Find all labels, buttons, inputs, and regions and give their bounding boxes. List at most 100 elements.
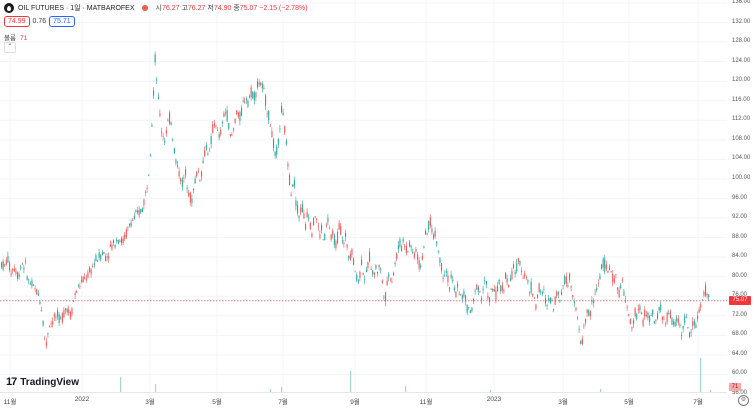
candle-body (388, 274, 390, 278)
candle-body (1, 262, 3, 268)
candle-body (508, 284, 510, 287)
volume-legend[interactable]: 볼륨 71 (4, 32, 27, 42)
candle-body (522, 277, 524, 279)
candle-body (21, 263, 23, 265)
candle-body (674, 322, 676, 327)
oil-drop-icon (4, 3, 14, 13)
candle-body (9, 262, 11, 270)
candle-body (623, 291, 625, 296)
candle-body (121, 238, 123, 244)
candle-body (545, 298, 547, 304)
price-chart[interactable] (0, 0, 727, 392)
volume-bar (120, 377, 122, 392)
candle-body (97, 260, 99, 262)
tradingview-logo[interactable]: 17 TradingView (6, 376, 79, 388)
last-price-label: 75.07 (729, 296, 751, 306)
candle-body (324, 233, 326, 240)
candle-body (169, 112, 171, 124)
candle-body (55, 316, 57, 318)
candle-body (634, 308, 636, 317)
candle-body (221, 122, 223, 123)
candle-body (401, 246, 403, 252)
candle-body (330, 234, 332, 240)
candle-body (663, 318, 665, 320)
candle-body (41, 310, 43, 312)
candle-body (220, 130, 222, 135)
price-axis[interactable] (727, 0, 754, 392)
candle-body (197, 171, 199, 172)
brand-name: TradingView (20, 376, 79, 388)
candle-body (77, 284, 79, 286)
candle-body (628, 314, 630, 316)
candle-body (509, 278, 511, 281)
buy-button[interactable]: 75.71 (49, 16, 75, 27)
candle-body (588, 309, 590, 316)
candle-body (404, 245, 406, 247)
candle-body (377, 271, 379, 274)
time-tick-label: 2023 (486, 396, 502, 403)
candle-body (671, 317, 673, 325)
time-tick-label: 9월 (350, 399, 360, 406)
candle-body (92, 266, 94, 267)
candle-body (285, 140, 287, 145)
time-tick-label: 7월 (278, 399, 288, 406)
time-tick-label: 5월 (624, 399, 634, 406)
candle-body (36, 289, 38, 295)
candle-body (103, 252, 105, 255)
candle-body (284, 126, 286, 133)
candle-body (369, 251, 371, 262)
symbol-title[interactable]: OIL FUTURES · 1일 · MATBAROFEX (18, 5, 135, 12)
candle-body (37, 293, 39, 296)
volume-bar (710, 390, 712, 392)
volume-bar (490, 390, 492, 392)
candle-body (308, 217, 310, 220)
candle-body (180, 178, 182, 182)
price-tick-label: 72.00 (732, 311, 748, 318)
price-tick-label: 120.00 (732, 77, 751, 84)
candle-body (386, 280, 388, 286)
candle-body (666, 312, 668, 323)
candle-body (287, 163, 289, 167)
sell-button[interactable]: 74.99 (4, 16, 30, 27)
candle-body (413, 253, 415, 258)
price-tick-label: 80.00 (732, 272, 748, 279)
time-axis[interactable] (0, 392, 727, 408)
candle-body (173, 148, 175, 154)
candle-body (532, 293, 534, 296)
candle-body (657, 313, 659, 319)
price-tick-label: 60.00 (732, 370, 748, 377)
price-tick-label: 112.00 (732, 116, 750, 123)
market-status-dot-icon[interactable] (141, 5, 148, 11)
candle-body (453, 287, 455, 291)
candle-body (465, 295, 467, 302)
candle-body (193, 188, 195, 190)
gear-icon[interactable]: ⚙ (738, 395, 749, 406)
candle-body (223, 113, 225, 117)
candle-body (685, 316, 687, 318)
candle-body (455, 291, 457, 298)
candle-body (300, 207, 302, 213)
candle-body (581, 338, 583, 345)
candlestick-chart[interactable] (0, 0, 727, 392)
candle-body (665, 323, 667, 325)
candle-body (10, 273, 12, 275)
candle-body (245, 98, 247, 100)
candle-body (471, 307, 473, 312)
candle-body (167, 120, 169, 122)
candle-body (682, 325, 684, 329)
candle-body (313, 217, 315, 226)
high-label: 고 (181, 5, 188, 12)
candle-body (466, 304, 468, 313)
candle-body (701, 299, 703, 301)
volume-bar (350, 371, 352, 392)
candle-body (58, 314, 60, 324)
candle-body (253, 92, 255, 101)
candle-body (244, 101, 246, 103)
collapse-chevron-icon[interactable]: ⌃ (4, 42, 16, 53)
candle-body (151, 125, 153, 127)
candle-body (389, 279, 391, 281)
time-tick-label: 3월 (558, 399, 568, 406)
candle-body (687, 327, 689, 329)
price-tick-label: 68.00 (732, 331, 748, 338)
change-value: −2.15 (−2.78%) (259, 5, 308, 12)
